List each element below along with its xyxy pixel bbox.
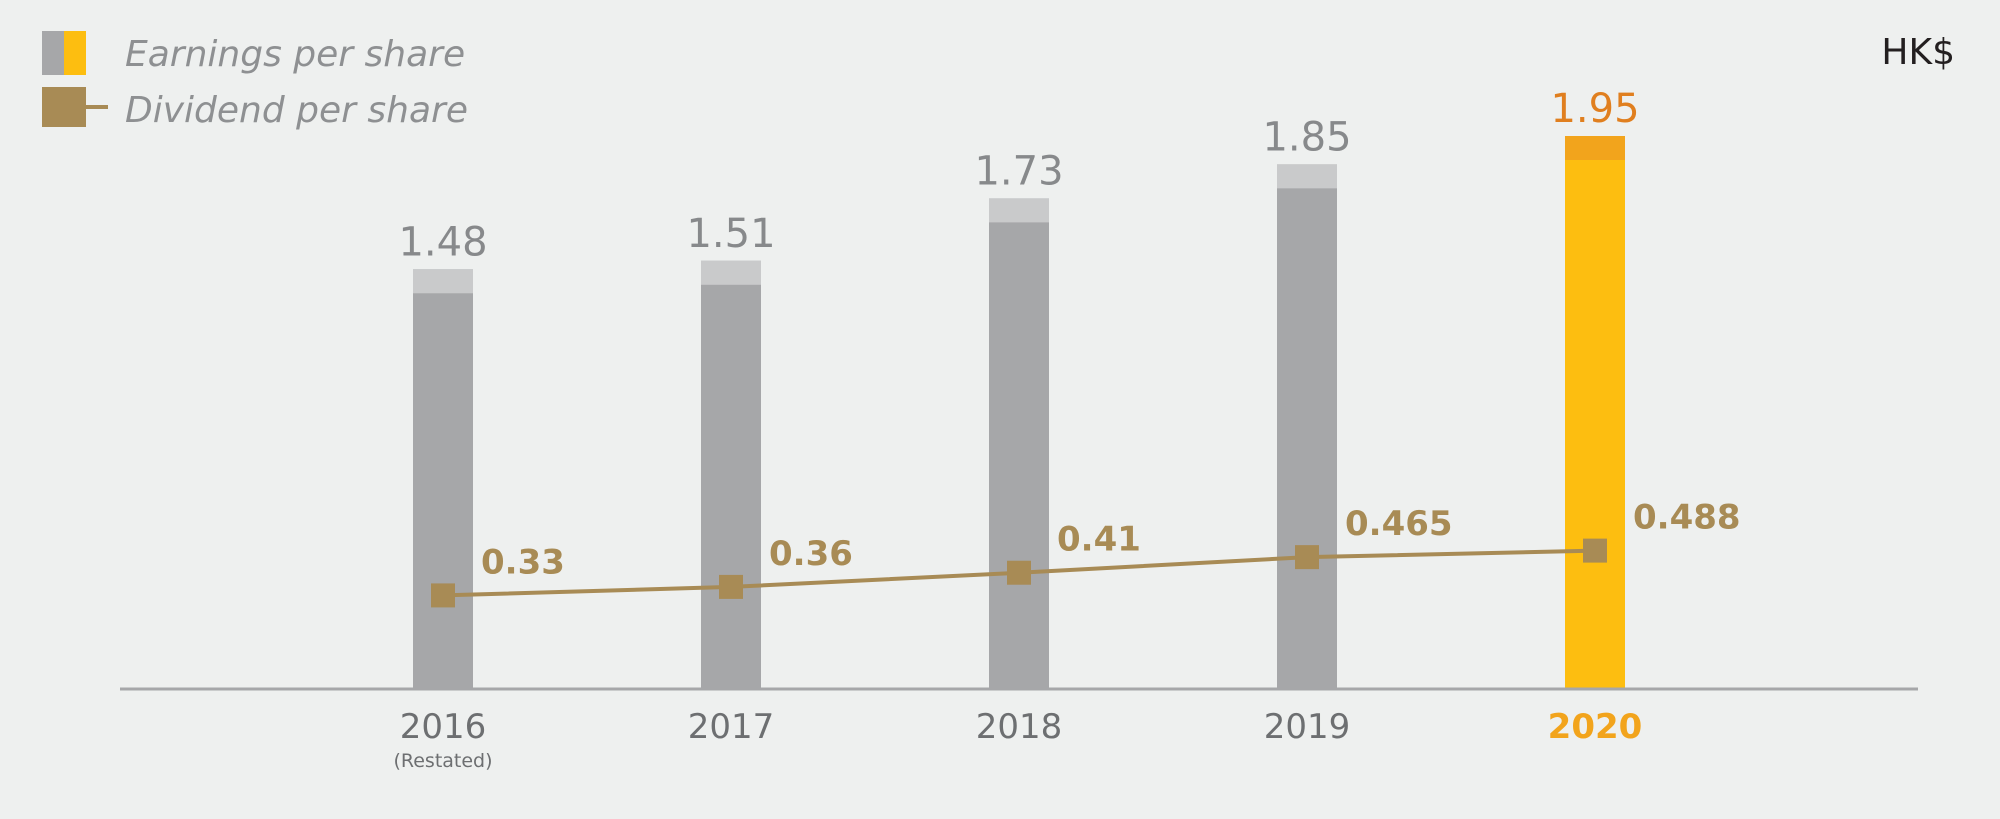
eps-value-label-2019: 1.85 [1262, 114, 1351, 160]
legend-item-dps: Dividend per share [42, 87, 468, 131]
dps-marker-2018 [1007, 560, 1031, 585]
eps-value-label-2016: 1.48 [398, 219, 487, 265]
dps-marker-2017 [719, 574, 743, 599]
legend-item-eps: Earnings per share [42, 31, 465, 75]
eps-bar-2020 [1565, 136, 1625, 689]
x-tick-label-2016: 2016 [400, 707, 487, 747]
eps-bar-2018 [989, 198, 1049, 689]
x-tick-label-2018: 2018 [976, 707, 1063, 747]
eps-value-label-2017: 1.51 [686, 211, 775, 257]
eps-bar-cap-2019 [1277, 164, 1337, 189]
eps-bar-2017 [701, 260, 761, 689]
legend: Earnings per share Dividend per share [42, 31, 468, 131]
x-axis-labels: 2016 (Restated) 2017 2018 2019 2020 [393, 707, 1642, 772]
eps-value-label-2018: 1.73 [974, 148, 1063, 194]
eps-bar-cap-2017 [701, 260, 761, 285]
unit-label: HK$ [1881, 32, 1955, 73]
x-tick-label-2017: 2017 [688, 707, 775, 747]
eps-bar-cap-2020 [1565, 136, 1625, 160]
x-tick-label-2019: 2019 [1264, 707, 1351, 747]
legend-label-dps: Dividend per share [125, 90, 468, 131]
line-marker-icon [42, 87, 108, 127]
eps-bar-2019 [1277, 164, 1337, 689]
dps-marker-2016 [431, 583, 455, 608]
dps-value-label-2016: 0.33 [481, 542, 565, 582]
dps-marker-2020 [1583, 538, 1607, 563]
x-tick-note-2016: (Restated) [393, 750, 492, 772]
dps-marker-2019 [1295, 545, 1319, 570]
bar-swatch-icon [42, 31, 86, 75]
eps-value-label-2020: 1.95 [1550, 86, 1639, 132]
dps-line-series: 0.33 0.36 0.41 0.465 0.488 [431, 498, 1741, 608]
legend-label-eps: Earnings per share [125, 34, 465, 75]
dps-value-label-2020: 0.488 [1633, 498, 1741, 538]
dps-value-label-2017: 0.36 [769, 534, 853, 574]
eps-bar-cap-2016 [413, 269, 473, 294]
eps-bar-2016 [413, 269, 473, 689]
x-tick-label-2020: 2020 [1548, 707, 1643, 747]
dps-value-label-2019: 0.465 [1345, 504, 1453, 544]
eps-bars: 1.48 1.51 1.73 1.85 1.95 [398, 86, 1640, 689]
dps-value-label-2018: 0.41 [1057, 520, 1141, 560]
eps-bar-cap-2018 [989, 198, 1049, 223]
